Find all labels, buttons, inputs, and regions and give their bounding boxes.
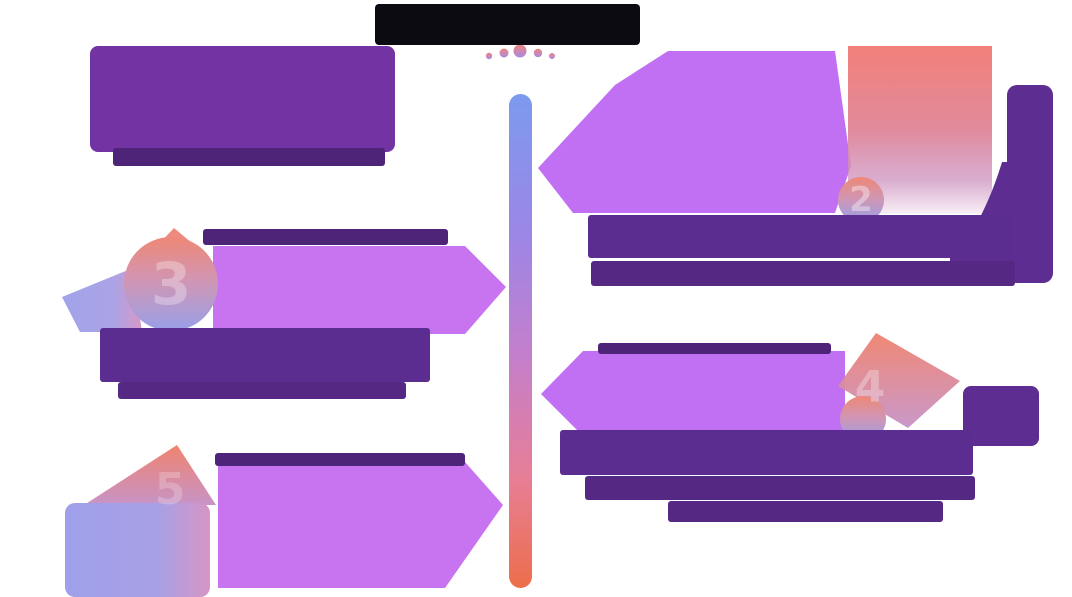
item4-caption: 请在此输入文字内容请在此输入文字内容 <box>585 476 975 500</box>
item3-right-arrow <box>213 246 506 334</box>
item4-caption2: 请在此输入文字内容请在此 <box>668 501 943 522</box>
item3-heading: 请输入标题文本 <box>100 328 430 382</box>
dot-1 <box>485 52 493 60</box>
item4-heading: 请输入标题文本请输入标题文本 <box>560 430 973 475</box>
item3-caption: 请在此输入文字内容请在此输入文字 <box>118 382 406 399</box>
item5-periwinkle-square <box>65 503 210 597</box>
item1-caption: 请在此输入文字内容请在此输入文字内容 <box>113 148 385 166</box>
item2-left-arrow <box>538 51 851 213</box>
dot-4 <box>533 48 543 58</box>
item3-number-circle <box>124 237 218 331</box>
dot-3 <box>513 44 527 58</box>
item4-left-arrow <box>541 351 845 436</box>
item5-salmon-peak <box>84 445 216 505</box>
dot-5 <box>549 53 555 59</box>
item3-label: 请在此输入文字内容请在此 <box>203 229 448 245</box>
item4-step-number: 4 <box>854 362 886 413</box>
dot-2 <box>499 48 509 58</box>
item4-label: 请在此输入文字内容 <box>598 343 831 354</box>
item5-step-number: 5 <box>154 464 186 515</box>
item2-number-circle <box>838 177 884 223</box>
item4-glyph-blob <box>963 386 1039 446</box>
item2-glyph-stem <box>1007 85 1053 283</box>
item1-banner-block <box>90 46 395 152</box>
item3-periwinkle-wedge <box>62 268 142 332</box>
item5-right-arrow <box>218 462 503 588</box>
item2-caption: 请在此输入文字内容请在此输入文字内容请在此输入文字内容 <box>591 261 1015 286</box>
item5-label: 请在此输入文字内容请在此 <box>215 453 465 466</box>
item2-heading: 请输入标题文本请输入标题文本 <box>588 215 1012 258</box>
page-title: 公司发展历程 <box>375 4 640 45</box>
item2-step-number: 2 <box>849 180 873 220</box>
item3-step-number: 3 <box>150 250 192 318</box>
timeline-spine <box>509 94 532 588</box>
